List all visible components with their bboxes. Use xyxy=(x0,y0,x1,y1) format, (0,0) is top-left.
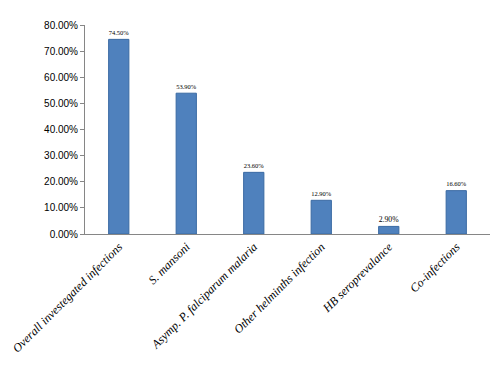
svg-text:Overall investegated infection: Overall investegated infections xyxy=(10,240,126,356)
svg-text:53.90%: 53.90% xyxy=(176,83,197,90)
svg-text:20.00%: 20.00% xyxy=(44,176,78,187)
svg-text:0.00%: 0.00% xyxy=(50,229,78,240)
svg-text:74.50%: 74.50% xyxy=(109,29,130,36)
svg-text:60.00%: 60.00% xyxy=(44,72,78,83)
svg-text:80.00%: 80.00% xyxy=(44,20,78,31)
svg-text:12.90%: 12.90% xyxy=(311,190,332,197)
svg-text:30.00%: 30.00% xyxy=(44,150,78,161)
svg-text:40.00%: 40.00% xyxy=(44,124,78,135)
svg-text:23.60%: 23.60% xyxy=(244,162,265,169)
svg-text:70.00%: 70.00% xyxy=(44,46,78,57)
svg-text:S. mansoni: S. mansoni xyxy=(145,240,192,287)
svg-text:HB seroprevalance: HB seroprevalance xyxy=(319,239,395,315)
svg-text:16.60%: 16.60% xyxy=(446,180,467,187)
svg-text:Other helminths infection: Other helminths infection xyxy=(231,240,328,337)
svg-text:10.00%: 10.00% xyxy=(44,202,78,213)
svg-text:Asymp. P. falciparum malaria: Asymp. P. falciparum malaria xyxy=(148,240,260,352)
svg-text:2.90%: 2.90% xyxy=(379,215,400,224)
svg-text:Co-infections: Co-infections xyxy=(407,240,463,296)
svg-text:50.00%: 50.00% xyxy=(44,98,78,109)
